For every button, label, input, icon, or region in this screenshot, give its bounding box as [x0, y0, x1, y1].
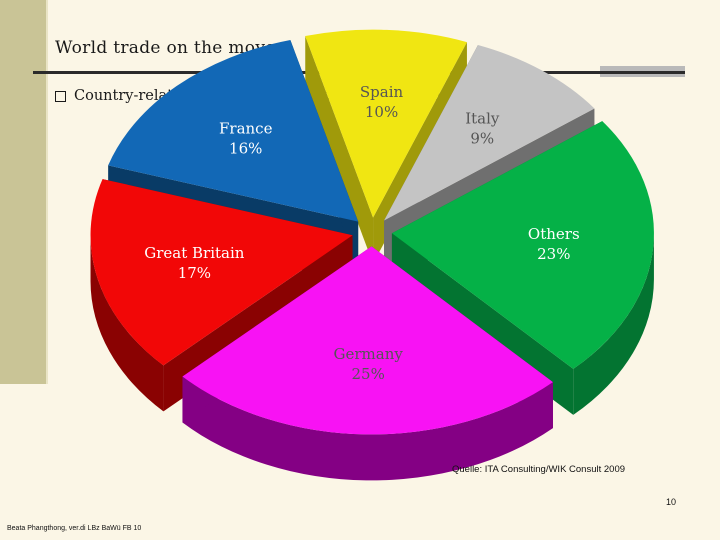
slice-value-france: 16%	[229, 139, 262, 157]
slice-value-others: 23%	[537, 245, 570, 263]
slice-germany	[182, 246, 553, 435]
left-decor-line	[46, 0, 48, 384]
slice-value-spain: 10%	[365, 103, 398, 121]
slice-value-germany: 25%	[352, 365, 385, 383]
slice-france	[108, 40, 359, 222]
slice-label-france: France	[219, 119, 273, 137]
slice-others	[391, 121, 654, 369]
slide-title: World trade on the move	[55, 38, 276, 58]
slice-value-great-britain: 17%	[178, 264, 211, 282]
source-note: Quelle: ITA Consulting/WIK Consult 2009	[452, 464, 626, 475]
slice-label-italy: Italy	[465, 110, 500, 128]
slice-label-spain: Spain	[360, 83, 404, 101]
slice-label-great-britain: Great Britain	[144, 244, 245, 262]
footer-credit: Beata Phangthong, ver.di LBz BaWü FB 10	[7, 525, 142, 532]
slice-label-germany: Germany	[334, 345, 404, 363]
slice-value-italy: 9%	[470, 130, 494, 148]
slice-label-others: Others	[528, 225, 580, 243]
title-rule-accent-line	[600, 71, 685, 74]
page-number: 10	[666, 497, 677, 507]
slice-italy	[384, 45, 595, 221]
slice-spain	[305, 29, 467, 218]
checkbox-bullet-icon	[55, 90, 66, 102]
slice-great-britain	[90, 179, 353, 366]
